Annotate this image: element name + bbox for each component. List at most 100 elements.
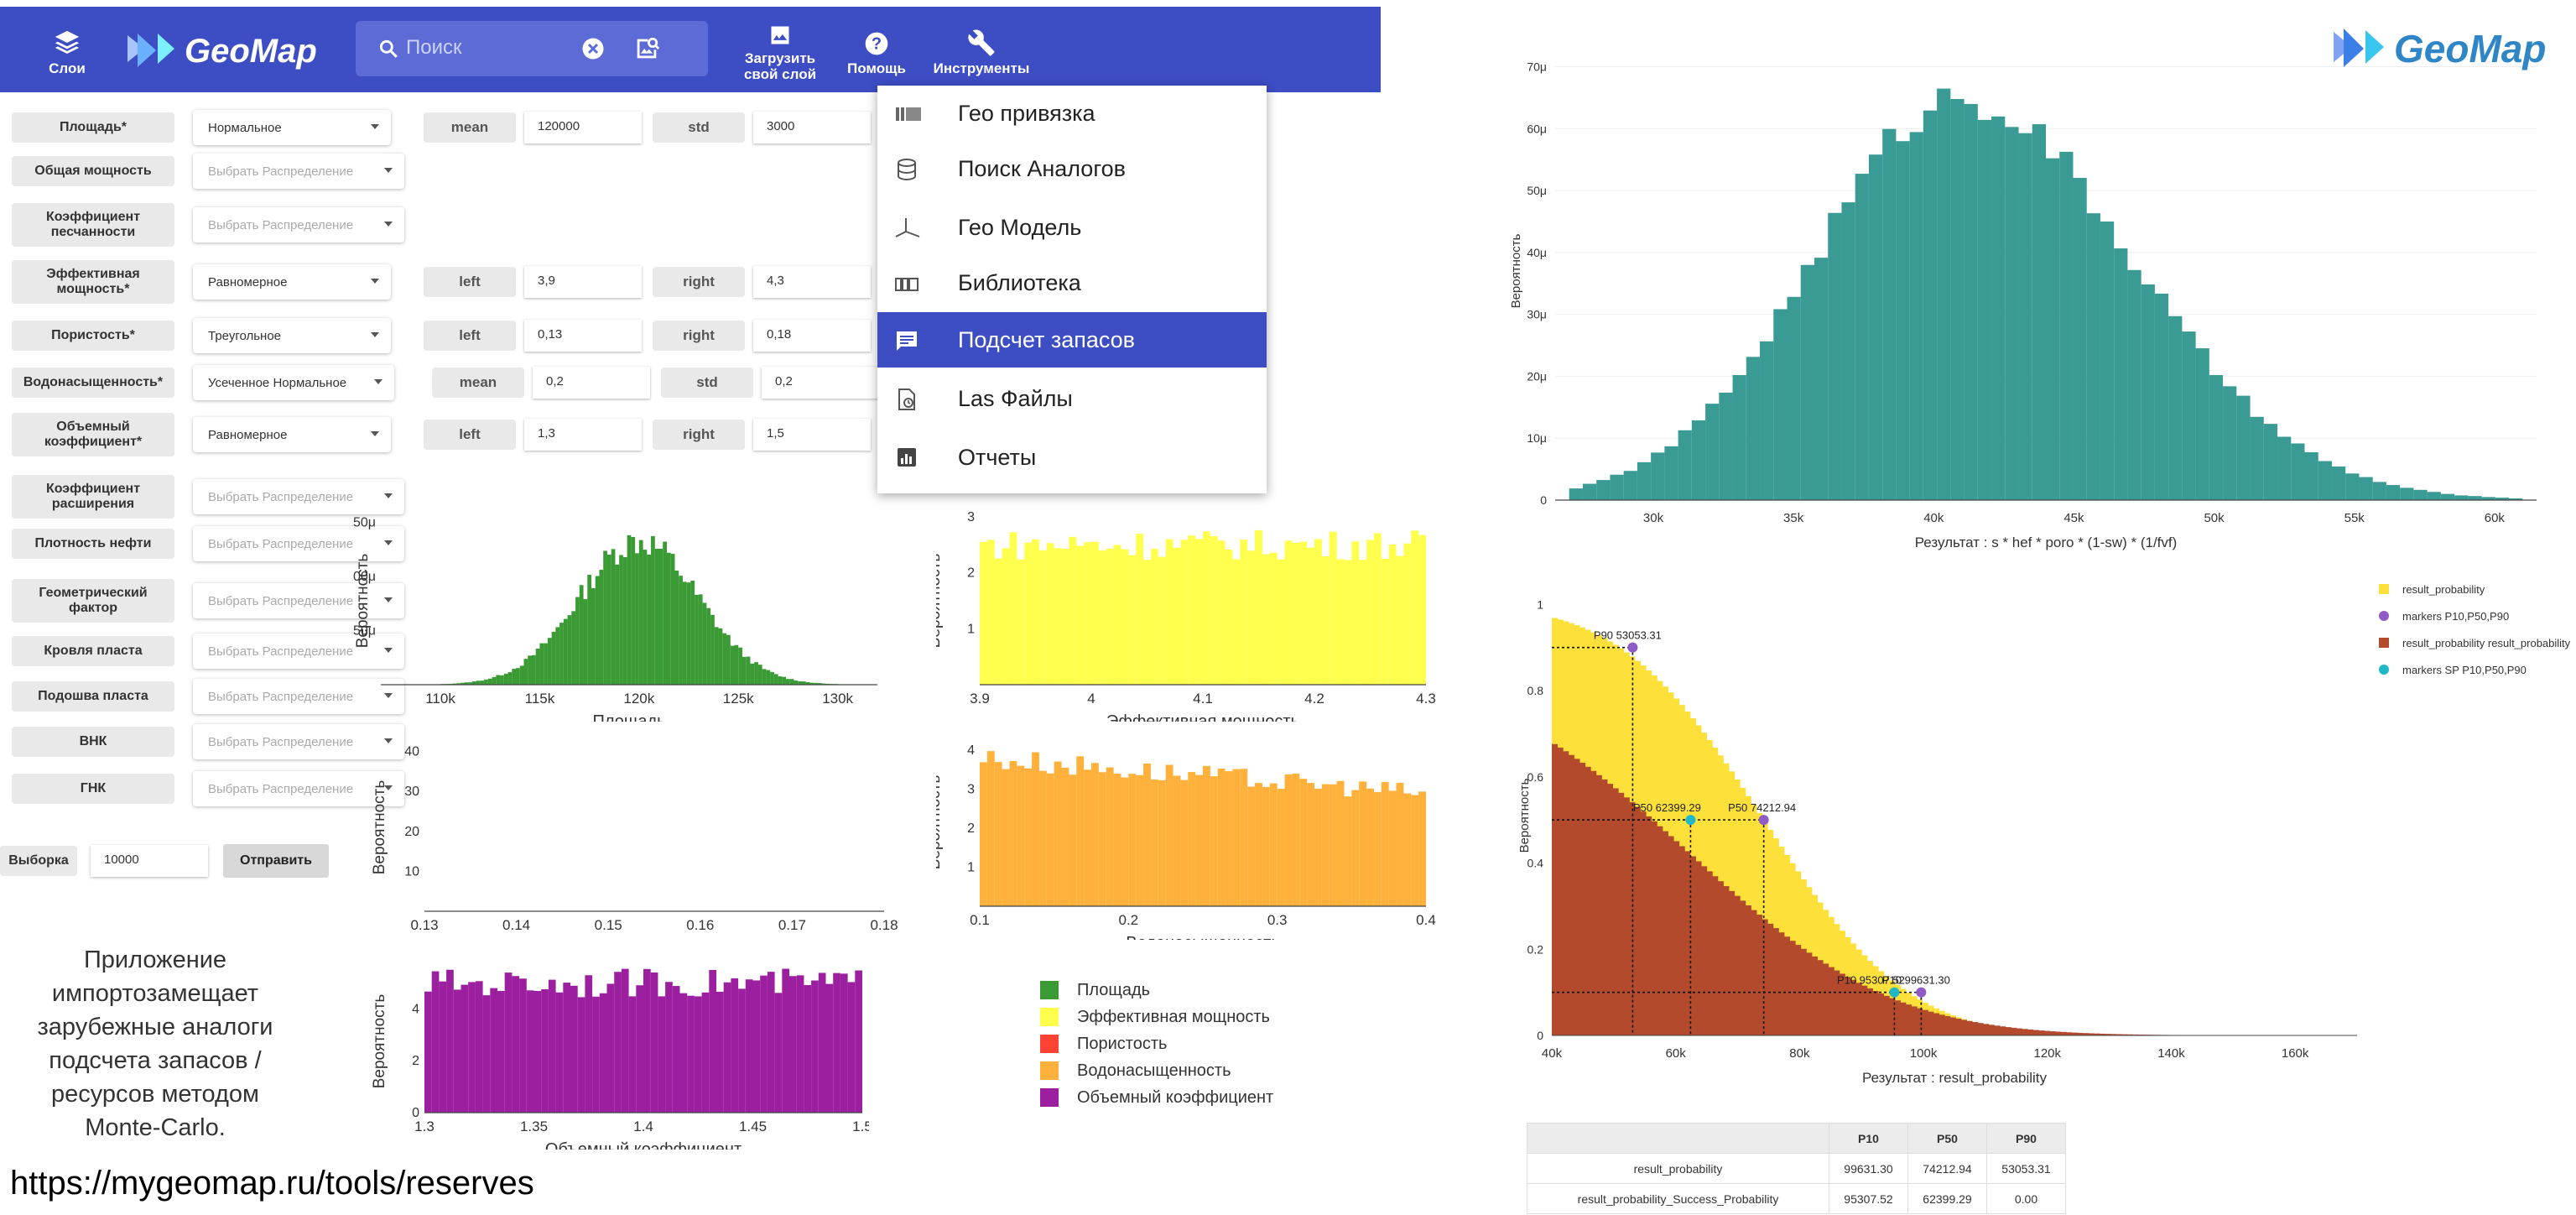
distribution-select[interactable]: Выбрать Распределение (193, 154, 404, 189)
marker-point[interactable] (1758, 815, 1769, 826)
param-label: right (653, 420, 745, 450)
histogram-bar (1359, 560, 1367, 685)
histogram-bar (690, 580, 695, 685)
histogram-bar (528, 655, 532, 685)
histogram-bar (754, 662, 758, 685)
field-label: Водонасыщенность* (12, 368, 174, 398)
clear-search-icon[interactable] (580, 36, 606, 61)
x-tick-label: 60k (1666, 1046, 1687, 1061)
histogram-bar (484, 679, 488, 685)
distribution-select[interactable]: Выбрать Распределение (193, 207, 404, 242)
marker-point[interactable] (1627, 642, 1638, 653)
histogram-bar (1396, 782, 1404, 906)
search-input[interactable] (406, 33, 574, 63)
legend-item[interactable]: Площадь (1040, 977, 1342, 1004)
histogram-bar (480, 681, 485, 685)
legend-item[interactable]: Водонасыщенность (1040, 1057, 1342, 1084)
histogram-bar (1664, 446, 1678, 500)
distribution-select[interactable]: Равномерное (193, 417, 391, 452)
menu-item-las-files[interactable]: Las Файлы (877, 371, 1267, 426)
legend-item[interactable]: Пористость (1040, 1030, 1342, 1057)
param-input[interactable]: 120000 (524, 112, 642, 143)
sample-input[interactable]: 10000 (91, 845, 208, 877)
distribution-select[interactable]: Выбрать Распределение (193, 724, 404, 759)
sp-exceedance-step (1933, 1013, 1940, 1035)
distribution-select[interactable]: Нормальное (193, 110, 391, 145)
menu-item-library[interactable]: Библиотека (877, 255, 1267, 310)
histogram-bar (1314, 539, 1322, 685)
sp-exceedance-step (1966, 1020, 1973, 1035)
help-button[interactable]: ? Помощь (839, 30, 914, 76)
legend-item[interactable]: result_probability result_probability (2379, 629, 2572, 656)
histogram-bar (1002, 769, 1010, 906)
x-tick-label: 0.3 (1267, 912, 1288, 928)
param-input[interactable]: 3,9 (524, 266, 642, 298)
distribution-select[interactable]: Выбрать Распределение (193, 634, 404, 669)
menu-item-geomodel[interactable]: Гео Модель (877, 200, 1267, 255)
param-input[interactable]: 4,3 (753, 266, 871, 298)
sp-marker-point[interactable] (1685, 815, 1696, 826)
param-input[interactable]: 1,5 (753, 419, 871, 451)
menu-item-reports[interactable]: Отчеты (877, 430, 1267, 485)
upload-layer-button[interactable]: Загрузить свой слой (738, 23, 822, 82)
histogram-bar (627, 534, 632, 685)
legend-item[interactable]: result_probability (2379, 576, 2572, 602)
histogram-bar (855, 970, 862, 1113)
sp-exceedance-step (1972, 1022, 1979, 1035)
histogram-bar (1329, 531, 1337, 685)
histogram-bar (1210, 776, 1218, 906)
sp-exceedance-step (1689, 856, 1696, 1035)
submit-button[interactable]: Отправить (223, 844, 329, 878)
histogram-bar (585, 975, 593, 1113)
distribution-select[interactable]: Выбрать Распределение (193, 679, 404, 714)
histogram-bar (738, 988, 746, 1113)
param-input[interactable]: 0,2 (533, 367, 650, 399)
image-icon (771, 26, 789, 44)
distribution-select[interactable]: Выбрать Распределение (193, 583, 404, 618)
histogram-bar (1292, 542, 1300, 685)
distribution-select-value: Выбрать Распределение (208, 217, 354, 232)
tools-button[interactable]: Инструменты (923, 29, 1040, 76)
histogram-bar (821, 683, 826, 685)
header-logo[interactable]: GeoMap (126, 25, 336, 77)
image-search-icon[interactable] (632, 34, 661, 63)
layers-button[interactable]: Слои (42, 29, 92, 76)
histogram-bar (1203, 765, 1210, 906)
histogram-bar (1651, 452, 1665, 500)
caption-line: ресурсов методом (50, 1081, 259, 1108)
menu-item-analogs[interactable]: Поиск Аналогов (877, 141, 1267, 196)
histogram-bar (622, 557, 627, 685)
histogram-bar (614, 972, 622, 1113)
distribution-select[interactable]: Треугольное (193, 318, 391, 353)
legend-item[interactable]: Эффективная мощность (1040, 1004, 1342, 1030)
distribution-select[interactable]: Равномерное (193, 264, 391, 300)
legend-item[interactable]: markers SP P10,P50,P90 (2379, 656, 2572, 683)
marker-point[interactable] (1916, 987, 1927, 998)
param-input[interactable]: 1,3 (524, 419, 642, 451)
param-input[interactable]: 0,13 (524, 320, 642, 352)
field-label: Объемный коэффициент* (12, 413, 174, 456)
histogram-bar (2127, 269, 2141, 500)
sp-exceedance-step (2082, 1033, 2089, 1035)
histogram-bar (1217, 769, 1226, 906)
distribution-select[interactable]: Выбрать Распределение (193, 479, 404, 514)
x-tick-label: 1.5 (852, 1119, 869, 1134)
menu-item-georef[interactable]: Гео привязка (877, 86, 1267, 141)
param-input[interactable]: 0,18 (753, 320, 871, 352)
param-input[interactable]: 3000 (753, 112, 871, 143)
histogram-bar (1896, 141, 1910, 500)
distribution-select[interactable]: Выбрать Распределение (193, 526, 404, 561)
histogram-bar (1637, 461, 1652, 500)
histogram-bar (773, 674, 778, 685)
area_hist-chart: 110k 115k 120k 125k 130k 50μ 100μ 150μ Площадь Ве… (352, 515, 877, 722)
table-header-row: P10 P50 P90 (1527, 1123, 2066, 1154)
param-input[interactable]: 0,2 (762, 367, 879, 399)
distribution-select[interactable]: Выбрать Распределение (193, 771, 404, 806)
tool-url[interactable]: https://mygeomap.ru/tools/reserves (10, 1165, 534, 1202)
distribution-select[interactable]: Усеченное Нормальное (193, 365, 394, 400)
legend-item[interactable]: Объемный коэффициент (1040, 1084, 1342, 1111)
legend-item[interactable]: markers P10,P50,P90 (2379, 602, 2572, 629)
menu-item-reserves[interactable]: Подсчет запасов (877, 312, 1267, 368)
histogram-bar (1128, 555, 1137, 685)
sp-marker-point[interactable] (1889, 987, 1900, 998)
